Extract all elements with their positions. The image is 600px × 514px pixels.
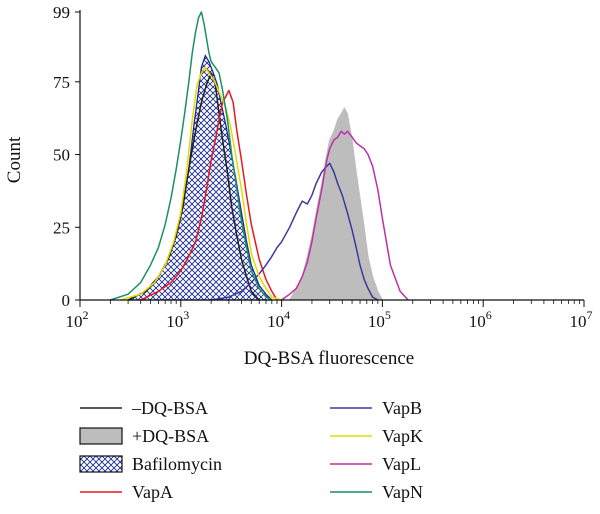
series-dq-bsa-area bbox=[288, 106, 384, 301]
legend-item-vapa: VapA bbox=[80, 482, 173, 502]
legend-item-dq-bsa: –DQ-BSA bbox=[80, 398, 208, 418]
legend-label: VapL bbox=[382, 454, 421, 474]
legend-item-vapl: VapL bbox=[330, 454, 421, 474]
series-vapb-line bbox=[210, 162, 379, 301]
legend-item-dq-bsa: +DQ-BSA bbox=[79, 426, 209, 446]
x-tick-label: 107 bbox=[570, 308, 593, 331]
x-tick-label: 104 bbox=[267, 308, 290, 331]
y-tick-label: 50 bbox=[53, 146, 70, 165]
legend: –DQ-BSA +DQ-BSA Bafilomycin VapA VapB VapK Vap… bbox=[79, 398, 423, 502]
series-vapn-line bbox=[110, 11, 273, 301]
legend-item-vapn: VapN bbox=[330, 482, 423, 502]
y-tick-label: 25 bbox=[53, 218, 70, 237]
legend-item-vapb: VapB bbox=[330, 398, 422, 418]
x-tick-label: 103 bbox=[166, 308, 189, 331]
x-tick-label: 105 bbox=[368, 308, 391, 331]
legend-label: VapK bbox=[382, 426, 423, 446]
legend-label: +DQ-BSA bbox=[132, 426, 209, 446]
legend-label: VapN bbox=[382, 482, 423, 502]
legend-label: –DQ-BSA bbox=[131, 398, 208, 418]
legend-item-vapk: VapK bbox=[330, 426, 423, 446]
y-axis-label: Count bbox=[4, 136, 25, 183]
series-vapl-line bbox=[281, 130, 409, 301]
legend-label: VapB bbox=[382, 398, 422, 418]
y-tick-label: 75 bbox=[53, 73, 70, 92]
x-tick-label: 102 bbox=[66, 308, 89, 331]
legend-label: VapA bbox=[132, 482, 173, 502]
legend-swatch bbox=[79, 427, 123, 445]
legend-item-bafilomycin: Bafilomycin bbox=[79, 454, 222, 474]
y-tick-label: 99 bbox=[53, 3, 70, 22]
x-axis-label: DQ-BSA fluorescence bbox=[244, 348, 414, 369]
axes-layer: 0 25 50 75 99 102 103 104 105 106 107 bbox=[53, 3, 593, 331]
legend-label: Bafilomycin bbox=[132, 454, 222, 474]
legend-swatch bbox=[79, 455, 123, 473]
x-tick-label: 106 bbox=[469, 308, 492, 331]
series-layer bbox=[110, 11, 409, 301]
series-vapk-line bbox=[119, 66, 282, 301]
y-tick-label: 0 bbox=[62, 291, 71, 310]
